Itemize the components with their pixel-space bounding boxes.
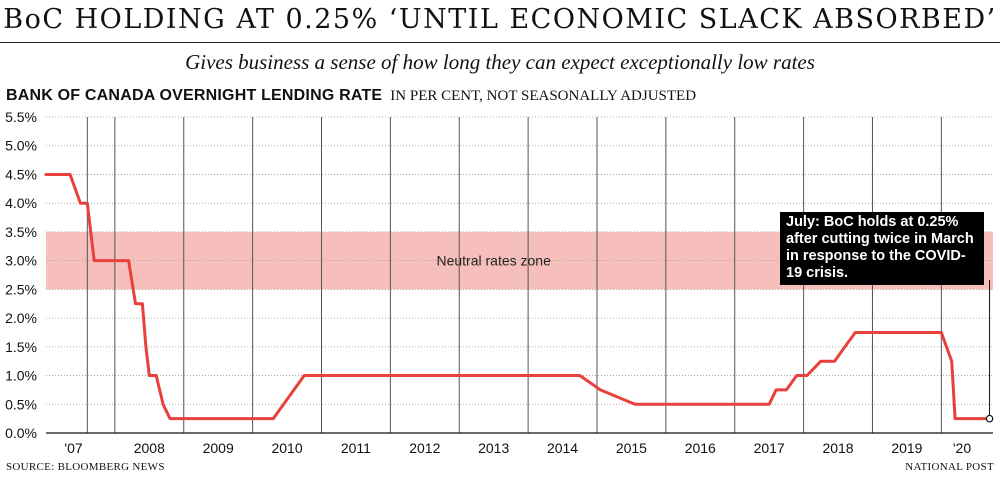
x-tick-label: 2010 [271, 440, 302, 456]
x-tick-label: 2016 [685, 440, 716, 456]
title-rule [0, 42, 1000, 43]
y-tick-label: 4.0% [5, 195, 37, 211]
chart-title: BoC HOLDING AT 0.25% ‘UNTIL ECONOMIC SLA… [3, 4, 997, 35]
y-tick-label: 3.0% [5, 253, 37, 269]
x-tick-label: 2017 [754, 440, 785, 456]
y-tick-label: 2.0% [5, 310, 37, 326]
y-tick-label: 2.5% [5, 281, 37, 297]
rate-chart: 0.0% 0.5% 1.0% 1.5% 2.0% 2.5% 3.0% 3.5% 4.0% 4.5%… [5, 110, 994, 456]
chart-subtitle: Gives business a sense of how long they … [185, 50, 815, 74]
y-tick-label: 5.0% [5, 138, 37, 154]
source-note: SOURCE: BLOOMBERG NEWS [6, 461, 165, 473]
series-layer [44, 173, 994, 423]
section-title: BANK OF CANADA OVERNIGHT LENDING RATE [6, 87, 383, 104]
annotation-callout: July: BoC holds at 0.25% after cutting t… [780, 212, 984, 285]
end-point-marker [985, 414, 994, 423]
x-tick-label: 2015 [616, 440, 647, 456]
x-tick-label: 2014 [547, 440, 578, 456]
axis-layer: 0.0% 0.5% 1.0% 1.5% 2.0% 2.5% 3.0% 3.5% 4.0% 4.5%… [5, 110, 993, 456]
x-tick-label: 2018 [822, 440, 853, 456]
label-layer: Neutral rates zone [436, 253, 551, 269]
x-tick-label: 2019 [891, 440, 922, 456]
y-tick-label: 0.0% [5, 425, 37, 441]
y-tick-label: 5.5% [5, 110, 37, 125]
y-tick-label: 1.0% [5, 368, 37, 384]
section-heading: BANK OF CANADA OVERNIGHT LENDING RATE IN… [6, 84, 696, 108]
x-tick-label: 2008 [134, 440, 165, 456]
rate-line [44, 173, 992, 421]
x-tick-label: 2009 [203, 440, 234, 456]
y-tick-label: 3.5% [5, 224, 37, 240]
y-tick-label: 0.5% [5, 396, 37, 412]
x-tick-label: 2011 [341, 440, 371, 456]
y-tick-label: 4.5% [5, 166, 37, 182]
y-tick-label: 1.5% [5, 339, 37, 355]
x-tick-label: 2013 [478, 440, 509, 456]
section-unit: IN PER CENT, NOT SEASONALLY ADJUSTED [390, 88, 697, 104]
x-tick-label: 2012 [409, 440, 440, 456]
x-tick-label: '07 [64, 440, 82, 456]
neutral-zone-label: Neutral rates zone [436, 253, 551, 269]
x-tick-label: '20 [953, 440, 971, 456]
credit-note: NATIONAL POST [905, 461, 994, 473]
